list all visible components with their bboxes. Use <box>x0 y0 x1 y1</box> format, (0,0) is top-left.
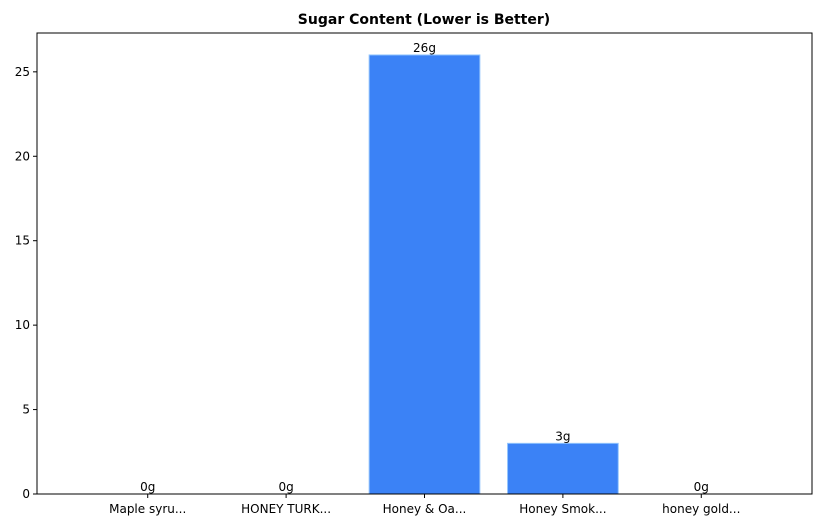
data-labels-group: 0g 0g 26g 3g 0g <box>140 41 709 494</box>
data-label: 0g <box>140 480 155 494</box>
plot-frame <box>36 32 813 495</box>
bar <box>507 442 619 495</box>
y-tick-label: 20 <box>15 149 30 163</box>
data-label: 3g <box>555 429 570 443</box>
y-tick-label: 10 <box>15 318 30 332</box>
y-tick-label: 25 <box>15 65 30 79</box>
chart-title: Sugar Content (Lower is Better) <box>298 12 550 28</box>
data-label: 0g <box>278 480 293 494</box>
y-tick-label: 5 <box>22 403 30 417</box>
bar <box>368 54 481 495</box>
x-axis: Maple syru... HONEY TURK... Honey & Oa... H… <box>109 494 740 516</box>
bars-group <box>368 54 619 495</box>
y-tick-label: 0 <box>22 487 30 501</box>
y-tick-label: 15 <box>15 234 30 248</box>
data-label: 0g <box>694 480 709 494</box>
x-tick-label: Maple syru... <box>109 502 186 516</box>
x-tick-label: honey gold... <box>662 502 740 516</box>
x-tick-label: Honey Smok... <box>519 502 606 516</box>
x-tick-label: HONEY TURK... <box>241 502 331 516</box>
data-label: 26g <box>413 41 436 55</box>
y-axis: 0 5 10 15 20 25 <box>15 65 37 501</box>
x-tick-label: Honey & Oa... <box>383 502 467 516</box>
